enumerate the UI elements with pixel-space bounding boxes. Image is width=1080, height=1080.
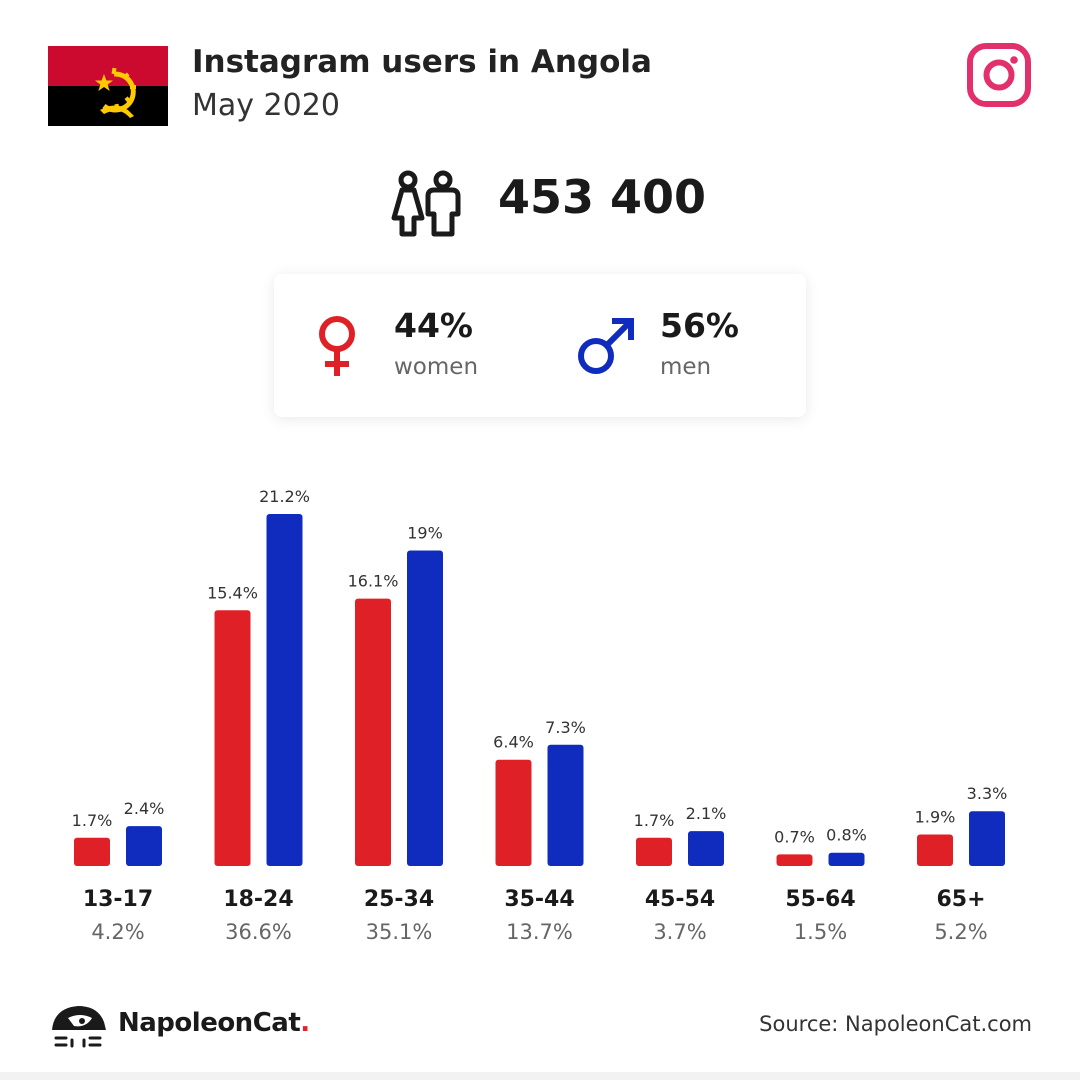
bar-value-label: 1.7% — [634, 811, 675, 830]
bar-women-65+ — [917, 834, 953, 866]
chart-subtitle: May 2020 — [192, 88, 340, 123]
bar-men-65+ — [969, 811, 1005, 866]
bar-value-label: 15.4% — [207, 583, 258, 602]
instagram-icon — [967, 43, 1031, 107]
bar-value-label: 1.9% — [915, 807, 956, 826]
bottom-strip — [0, 1072, 1080, 1080]
men-percentage: 56% — [660, 306, 739, 345]
bar-value-label: 1.7% — [72, 811, 113, 830]
bar-women-55-64 — [776, 854, 813, 866]
brand-dot: . — [300, 1008, 310, 1038]
bar-value-label: 2.4% — [124, 799, 165, 818]
bar-value-label: 7.3% — [545, 718, 586, 737]
bar-women-25-34 — [355, 598, 391, 866]
bar-men-45-54 — [688, 831, 724, 866]
women-label: women — [394, 354, 479, 380]
angola-flag-icon — [48, 46, 168, 126]
bar-men-35-44 — [547, 744, 584, 866]
bar-women-45-54 — [636, 837, 672, 866]
age-group-share: 35.1% — [366, 920, 433, 944]
bar-men-18-24 — [266, 514, 303, 866]
bar-value-label: 6.4% — [493, 733, 534, 752]
source-note: Source: NapoleonCat.com — [759, 1012, 1032, 1036]
age-group-label: 55-64 — [785, 887, 855, 912]
bar-men-25-34 — [407, 550, 443, 866]
bar-value-label: 0.7% — [774, 827, 815, 846]
bar-men-13-17 — [126, 826, 162, 866]
bar-women-35-44 — [495, 759, 532, 866]
napoleoncat-logo-icon — [52, 1006, 106, 1048]
bar-men-55-64 — [828, 852, 865, 866]
age-group-label: 35-44 — [504, 887, 574, 912]
female-symbol-icon — [319, 316, 355, 376]
brand-name: NapoleonCat. — [118, 1008, 310, 1038]
age-group-share: 3.7% — [653, 920, 706, 944]
age-group-share: 5.2% — [934, 920, 987, 944]
bar-value-label: 2.1% — [686, 804, 727, 823]
age-group-label: 13-17 — [83, 887, 153, 912]
age-group-share: 13.7% — [506, 920, 573, 944]
men-label: men — [660, 354, 712, 380]
male-symbol-icon — [578, 318, 634, 374]
bar-value-label: 16.1% — [348, 572, 399, 591]
bar-women-18-24 — [214, 610, 251, 866]
brand-text: NapoleonCat — [118, 1008, 301, 1038]
bar-value-label: 21.2% — [259, 487, 310, 506]
people-icon — [391, 170, 461, 237]
age-group-label: 65+ — [936, 887, 985, 912]
gender-split-card: 44% women 56% men — [274, 274, 806, 417]
bar-value-label: 19% — [407, 524, 443, 543]
bar-value-label: 3.3% — [967, 784, 1008, 803]
total-users: 453 400 — [498, 170, 707, 224]
age-group-label: 18-24 — [223, 887, 293, 912]
age-group-share: 36.6% — [225, 920, 292, 944]
chart-title: Instagram users in Angola — [192, 44, 652, 80]
women-percentage: 44% — [394, 306, 473, 345]
age-group-label: 25-34 — [364, 887, 434, 912]
age-gender-bar-chart: 1.7% 2.4% 13-17 4.2% 15.4% 21.2% 18-24 36.6% 16.… — [72, 487, 1008, 944]
age-group-share: 4.2% — [91, 920, 144, 944]
bar-women-13-17 — [74, 837, 110, 866]
age-group-label: 45-54 — [645, 887, 715, 912]
bar-value-label: 0.8% — [826, 826, 867, 845]
age-group-share: 1.5% — [794, 920, 847, 944]
